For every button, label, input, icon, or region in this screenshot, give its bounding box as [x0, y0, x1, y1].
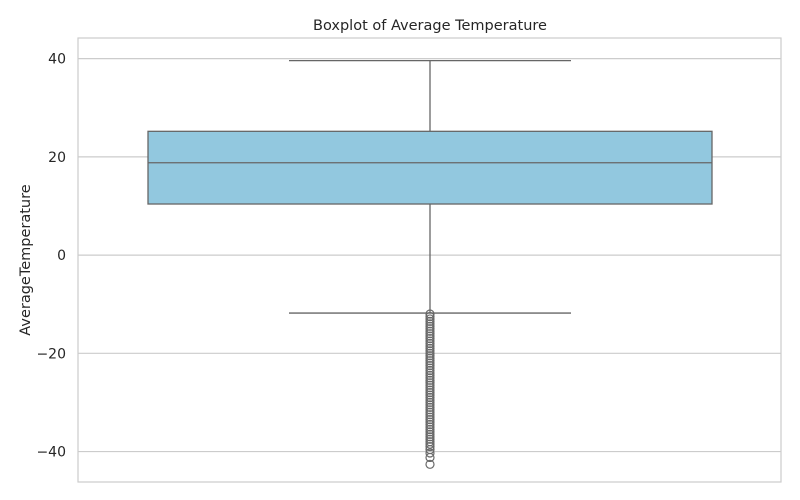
outlier-point [425, 319, 435, 329]
outlier-point [425, 417, 435, 427]
outlier-point [425, 412, 435, 422]
outlier-point [425, 410, 435, 420]
outlier-point [425, 459, 435, 469]
y-tick-label: 0 [57, 248, 66, 264]
outlier-point [425, 314, 435, 324]
outlier-point [425, 309, 435, 319]
iqr-box [147, 130, 713, 205]
outlier-point [425, 427, 435, 437]
outlier-point [425, 346, 435, 356]
outlier-point [425, 331, 435, 341]
outlier-point [425, 434, 435, 444]
y-tick-label: −40 [36, 445, 66, 461]
outlier-point [425, 351, 435, 361]
outlier-point [425, 380, 435, 390]
chart-title: Boxplot of Average Temperature [313, 18, 547, 34]
outlier-point [425, 341, 435, 351]
outlier-point [425, 368, 435, 378]
outlier-point [425, 400, 435, 410]
y-tick-label: 40 [48, 52, 66, 68]
boxplot-marks [147, 59, 713, 469]
outlier-point [425, 343, 435, 354]
outlier-point [425, 392, 435, 403]
outlier-point [425, 395, 435, 405]
outlier-point [425, 397, 435, 408]
outlier-point [425, 360, 435, 371]
outlier-point [425, 338, 435, 349]
outlier-point [425, 439, 435, 449]
outlier-point [425, 348, 435, 358]
outlier-point [425, 442, 435, 452]
outlier-point [425, 336, 435, 346]
outlier-point [425, 407, 435, 417]
outlier-point [425, 419, 435, 430]
outlier-point [425, 365, 435, 376]
outlier-point [425, 452, 435, 463]
outlier-point [425, 405, 435, 415]
outlier-point [425, 373, 435, 383]
outlier-point [425, 390, 435, 400]
y-axis-label: AverageTemperature [18, 184, 34, 335]
outlier-point [425, 370, 435, 381]
outlier-point [425, 375, 435, 385]
outlier-point [425, 316, 435, 326]
outlier-point [425, 333, 435, 344]
outlier-point [425, 388, 435, 398]
axes-frame [77, 37, 782, 483]
outlier-point [425, 363, 435, 373]
outlier-point [425, 402, 435, 412]
outlier-point [425, 311, 435, 322]
outlier-point [425, 378, 435, 388]
outlier-point [425, 321, 435, 331]
outlier-point [425, 383, 435, 393]
outlier-point [425, 356, 435, 366]
outlier-point [425, 432, 435, 442]
outlier-point [425, 448, 435, 458]
outlier-point [425, 429, 435, 439]
outlier-point [425, 329, 435, 339]
outlier-point [425, 422, 435, 432]
outlier-point [425, 424, 435, 435]
outlier-point [425, 353, 435, 363]
y-tick-label: 20 [48, 150, 66, 166]
y-tick-labels: −40 −20 0 20 40 [36, 52, 66, 461]
y-tick-label: −20 [36, 346, 66, 362]
outlier-point [425, 358, 435, 368]
outlier-point [425, 324, 435, 334]
outlier-point [425, 415, 435, 425]
outlier-point [425, 326, 435, 336]
outlier-point [425, 385, 435, 395]
